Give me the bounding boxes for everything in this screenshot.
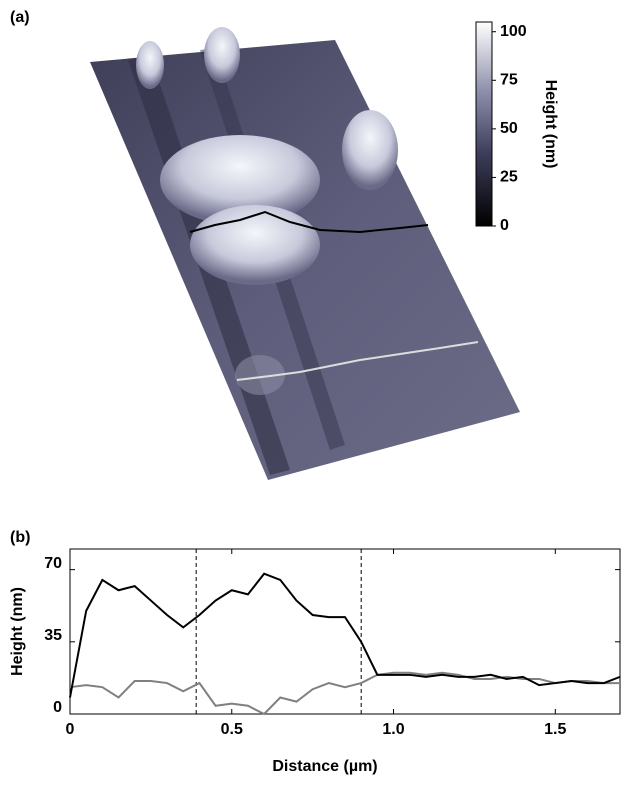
colorbar-tick-label: 75 [500,72,518,89]
x-tick-label: 1.0 [382,721,404,738]
y-axis-label: Height (nm) [9,587,26,676]
colorbar [476,22,492,226]
colorbar-tick-label: 50 [500,120,518,137]
x-tick-label: 1.5 [544,721,566,738]
data-line [70,673,620,714]
x-tick-label: 0.5 [221,721,243,738]
plot-frame [70,549,620,714]
x-tick-label: 0 [66,721,75,738]
y-tick-label: 0 [53,699,62,716]
panel-label: (b) [10,529,30,546]
colorbar-title: Height (nm) [542,80,559,169]
panel-label: (a) [10,9,30,26]
colorbar-tick-label: 25 [500,169,518,186]
x-axis-label: Distance (µm) [272,758,377,775]
y-tick-label: 35 [44,627,62,644]
surface-image [90,27,520,480]
figure: (a) 0 25 50 75 100 Height (nm) (b) 0 0.5 1.0 1.5 0 3… [0,0,624,782]
y-tick-label: 70 [44,555,62,572]
colorbar-tick-label: 0 [500,217,509,234]
colorbar-tick-label: 100 [500,23,527,40]
